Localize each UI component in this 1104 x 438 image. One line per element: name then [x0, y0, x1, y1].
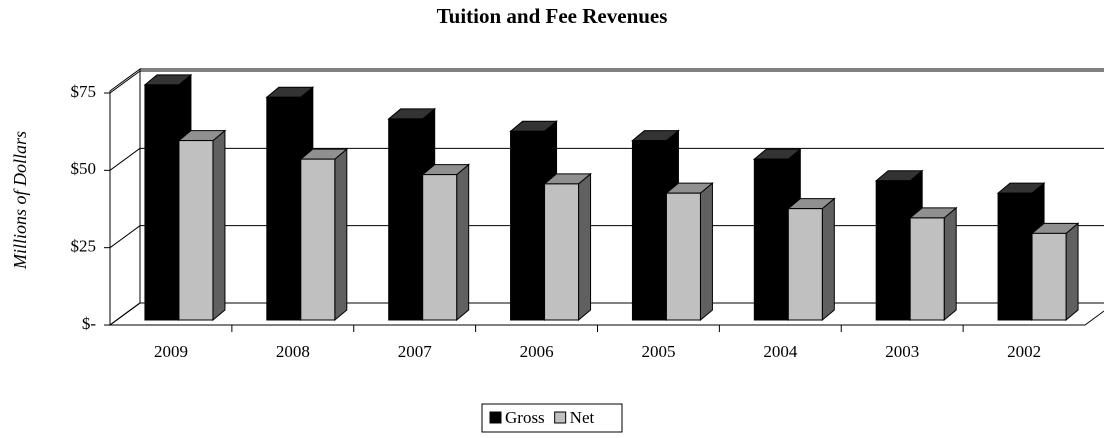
y-tick-label: $25	[71, 237, 97, 256]
y-tick-label: $50	[71, 159, 97, 178]
bar	[300, 158, 336, 321]
legend-swatch	[489, 411, 502, 424]
bar	[631, 140, 667, 321]
x-tick-label: 2008	[276, 342, 310, 361]
legend-swatch	[554, 411, 567, 424]
bar-side	[334, 148, 348, 322]
bar	[510, 130, 546, 321]
bar	[178, 140, 214, 321]
x-tick-label: 2006	[520, 342, 554, 361]
x-tick-label: 2005	[641, 342, 675, 361]
bar	[1031, 232, 1067, 321]
bar	[753, 158, 789, 321]
x-tick-label: 2003	[885, 342, 919, 361]
bar-side	[578, 172, 592, 322]
bar	[665, 192, 701, 321]
x-tick-label: 2009	[154, 342, 188, 361]
bar	[144, 84, 180, 321]
back-wall	[109, 68, 141, 326]
bar	[266, 96, 302, 321]
legend-box	[481, 403, 623, 433]
chart-title: Tuition and Fee Revenues	[437, 4, 668, 28]
bar-side	[699, 182, 713, 322]
bar	[997, 192, 1033, 321]
bar	[422, 174, 458, 321]
grid-line-side	[109, 147, 141, 171]
y-tick-label: $75	[71, 82, 97, 101]
bar	[909, 217, 945, 321]
legend-label: Net	[570, 408, 595, 427]
bar-side	[943, 206, 957, 322]
y-tick-label: $-	[82, 314, 97, 333]
grid-line-side	[109, 302, 141, 326]
bar-side	[212, 129, 226, 322]
grid-line-side	[109, 225, 141, 249]
bar	[544, 183, 580, 321]
y-axis-label: Millions of Dollars	[10, 131, 30, 270]
bar-side	[456, 163, 470, 322]
bar-side	[821, 197, 835, 322]
x-tick-label: 2004	[763, 342, 798, 361]
x-tick-label: 2002	[1007, 342, 1041, 361]
grid-line-side	[109, 70, 141, 94]
bar	[388, 118, 424, 321]
bar	[875, 180, 911, 321]
bar-side	[1065, 222, 1079, 322]
bar	[787, 208, 823, 321]
legend: Gross Net	[481, 403, 623, 433]
legend-label: Gross	[505, 408, 545, 427]
x-tick-label: 2007	[398, 342, 433, 361]
